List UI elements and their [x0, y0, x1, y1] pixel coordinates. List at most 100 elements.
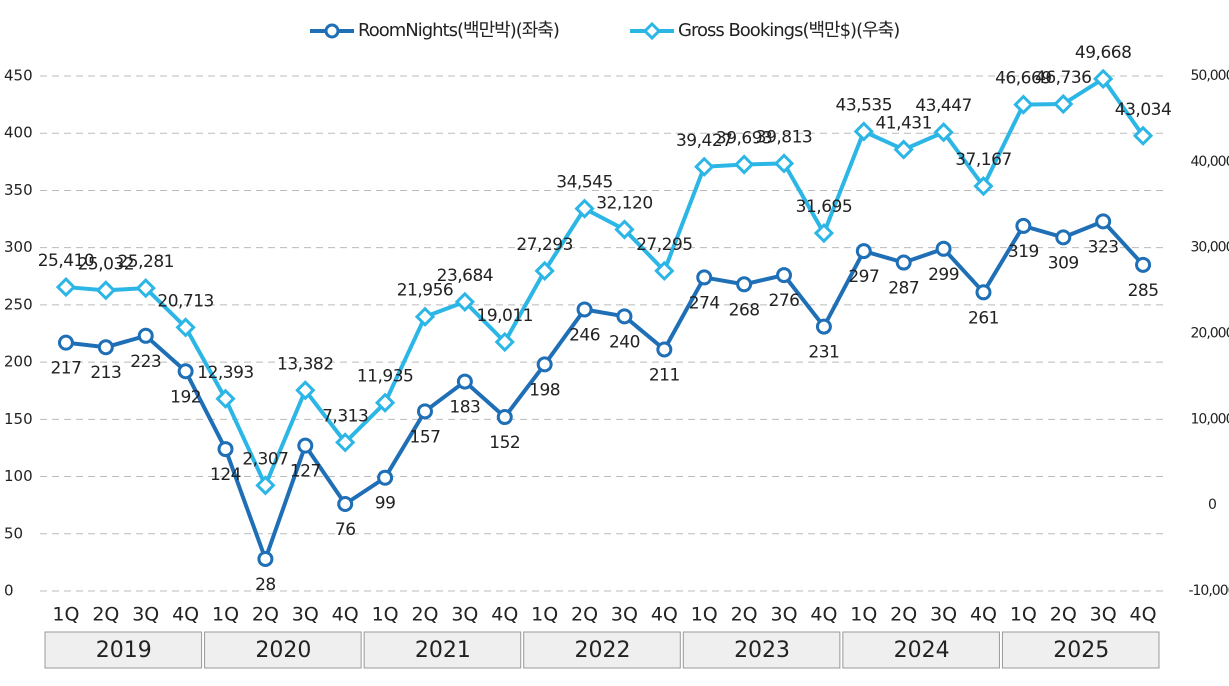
data-label: 31,695 [796, 197, 852, 217]
data-label: 198 [529, 380, 560, 400]
data-label: 76 [335, 520, 356, 540]
data-label: 124 [210, 465, 241, 485]
point-marker [853, 121, 874, 142]
y2-tick-label: 10,000 [1191, 411, 1229, 427]
data-label: 99 [375, 494, 396, 514]
point-marker [456, 373, 473, 390]
x-tick-label: 4Q [651, 604, 678, 626]
group-box [842, 631, 1000, 669]
data-label: 2,307 [242, 449, 288, 469]
data-label: 297 [848, 267, 879, 287]
data-label: 192 [170, 387, 201, 407]
data-label: 20,713 [157, 291, 213, 311]
y-tick-label: 150 [4, 410, 33, 428]
data-label: 299 [928, 265, 959, 285]
point-marker [736, 276, 753, 293]
point-marker [694, 156, 715, 177]
x-tick-label: 2Q [731, 604, 758, 626]
group-label: 2024 [894, 638, 950, 663]
x-tick-label: 4Q [172, 604, 199, 626]
y2-tick-label: 20,000 [1191, 326, 1229, 342]
point-marker [614, 219, 635, 240]
point-marker [414, 306, 436, 327]
data-label: 157 [410, 427, 441, 447]
legend-label: Gross Bookings(백만$)(우축) [678, 20, 899, 41]
point-marker [95, 280, 116, 301]
point-marker [1055, 229, 1072, 246]
point-marker [975, 284, 992, 301]
point-marker [57, 334, 74, 351]
point-marker [377, 469, 394, 486]
data-label: 43,535 [836, 95, 892, 115]
data-label: 309 [1048, 253, 1079, 273]
data-label: 13,382 [277, 354, 333, 374]
data-label: 287 [888, 279, 919, 299]
point-marker [97, 339, 114, 356]
point-marker [1053, 93, 1074, 115]
group-label: 2022 [575, 638, 631, 663]
data-label: 319 [1008, 242, 1039, 262]
data-label: 25,281 [117, 252, 173, 272]
y-tick-label: 350 [4, 181, 33, 199]
group-box [44, 631, 203, 669]
data-label: 39,693 [716, 128, 772, 148]
group-box [682, 631, 841, 669]
data-label: 25,032 [78, 254, 134, 274]
data-label: 12,393 [197, 363, 253, 383]
x-tick-label: 4Q [810, 604, 837, 626]
point-marker [297, 437, 314, 454]
point-marker [217, 441, 234, 458]
data-label: 276 [769, 291, 800, 311]
data-label: 217 [50, 359, 81, 379]
data-label: 37,167 [955, 150, 1011, 170]
group-label: 2025 [1053, 638, 1109, 663]
group-label: 2020 [255, 638, 311, 663]
x-tick-label: 2Q [252, 604, 279, 626]
data-label: 11,935 [357, 367, 413, 387]
x-tick-label: 4Q [1130, 604, 1157, 626]
point-marker [776, 267, 793, 284]
group-box [204, 631, 362, 669]
point-marker [374, 392, 396, 413]
point-marker [295, 380, 316, 401]
group-label: 2021 [415, 638, 471, 663]
data-label: 240 [609, 332, 640, 352]
point-marker [893, 139, 914, 160]
data-label: 19,011 [477, 306, 533, 326]
group-box [523, 631, 681, 669]
series-line [65, 218, 1145, 565]
point-marker [335, 432, 356, 453]
point-marker [574, 198, 595, 219]
point-marker [656, 341, 673, 358]
data-label: 46,669 [995, 69, 1051, 89]
point-marker [815, 318, 832, 335]
point-marker [576, 301, 593, 318]
y-tick-label: 200 [4, 353, 33, 371]
data-label: 323 [1088, 237, 1119, 257]
x-tick-label: 2Q [411, 604, 438, 626]
point-marker [1093, 68, 1114, 89]
x-tick-label: 4Q [491, 604, 518, 626]
point-marker [933, 122, 954, 143]
point-marker [494, 331, 515, 353]
x-tick-label: 3Q [292, 604, 319, 626]
y-tick-label: 400 [4, 124, 33, 142]
data-label: 183 [449, 398, 480, 418]
point-marker [534, 260, 555, 282]
x-tick-label: 1Q [212, 604, 239, 626]
group-box [1001, 631, 1160, 669]
point-marker [496, 409, 513, 426]
data-label: 41,431 [875, 114, 931, 134]
data-label: 274 [689, 293, 720, 313]
x-tick-label: 1Q [52, 604, 79, 626]
x-tick-label: 1Q [531, 604, 558, 626]
y2-tick-label: 40,000 [1191, 154, 1229, 170]
y2-tick-label: 0 [1208, 497, 1216, 513]
data-label: 261 [968, 308, 999, 328]
data-label: 231 [808, 343, 839, 363]
y2-tick-label: -10,000 [1188, 583, 1229, 599]
point-marker [1013, 94, 1034, 115]
x-tick-label: 2Q [92, 604, 119, 626]
data-label: 211 [649, 366, 680, 386]
